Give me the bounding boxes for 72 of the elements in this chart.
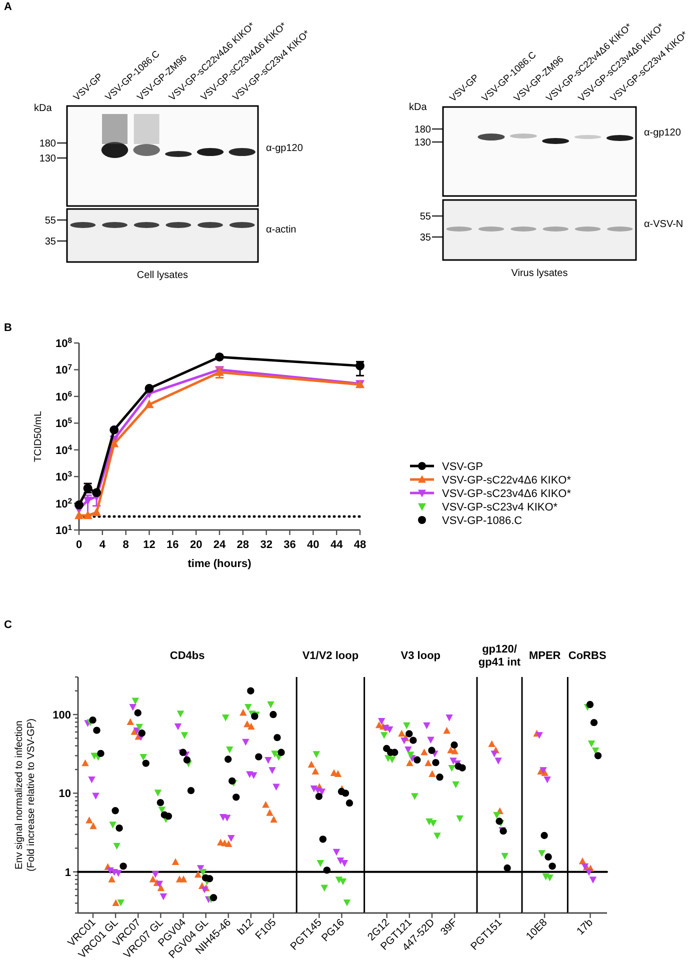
x-tick-label: b12 [235, 916, 256, 938]
text: Virus lysates [511, 268, 568, 279]
y-tick-label: 10$^{6}$ [55, 388, 72, 404]
x-tick-label: 39F [438, 916, 460, 938]
x-tick-label: 8 [122, 539, 129, 551]
y-tick-label: 10$^{4}$ [55, 442, 73, 457]
text: 180 [39, 138, 56, 150]
text: 180 [414, 124, 431, 136]
point [92, 488, 102, 498]
chart-title: CoRBS [568, 650, 606, 662]
point [215, 352, 224, 362]
point [144, 384, 154, 393]
x-axis-title: time (hours) [188, 558, 252, 570]
legend-label: VSV-GP-1086.C [442, 515, 522, 527]
text: 35 [44, 236, 56, 248]
y-tick-label: 1 [64, 866, 71, 879]
point [110, 438, 119, 448]
legend-label: VSV-GP [442, 461, 483, 473]
y-axis-title: Env signal normalized to infection (Fold increase relative to VSV-GP) [14, 718, 37, 872]
x-tick-label: 24 [213, 539, 226, 551]
chart-title: CD4bs [170, 650, 205, 662]
y-tick-label: 10$^{7}$ [55, 362, 72, 377]
chart-title: V1/V2 loop [302, 650, 359, 662]
x-tick-label: 32 [260, 539, 272, 551]
point [356, 361, 364, 370]
text: kDa [34, 103, 52, 114]
chart-title: B [4, 322, 12, 334]
text: Cell lysates [136, 270, 188, 281]
text: α-gp120 [266, 143, 304, 154]
y-tick-label: 10 [58, 788, 71, 800]
x-tick-label: 36 [284, 539, 296, 551]
chart-title: MPER [528, 650, 561, 662]
y-tick-label: 10$^{2}$ [55, 496, 72, 510]
legend-label: VSV-GP-sC23v4Δ6 KIKO* [442, 488, 572, 500]
point [144, 400, 154, 408]
text: α-VSV-N [644, 219, 684, 230]
legend-label: VSV-GP-sC22v4Δ6 KIKO* [442, 474, 572, 486]
legend-label: VSV-GP-sC23v4 KIKO* [442, 502, 558, 514]
point [110, 425, 119, 434]
point [83, 496, 92, 506]
y-tick-label: 10$^{3}$ [55, 469, 72, 484]
y-axis-title: TCID50/mL [33, 410, 44, 462]
text: 130 [39, 154, 56, 164]
x-tick-label: 0 [76, 539, 82, 551]
text: 130 [414, 138, 431, 148]
text: 55 [420, 212, 431, 222]
y-tick-label: 10$^{5}$ [55, 416, 73, 430]
x-tick-label: 44 [330, 539, 344, 551]
y-tick-label: 10$^{8}$ [55, 336, 73, 350]
text: C [4, 619, 12, 631]
text: A [4, 1, 12, 13]
x-tick-label: 16 [166, 539, 179, 551]
point [92, 508, 102, 516]
x-tick-label: 12 [143, 539, 156, 551]
chart-title: gp120/ gp41 int [478, 644, 521, 668]
text: kDa [409, 102, 427, 113]
y-tick-label: 100 [52, 710, 71, 722]
x-tick-label: 28 [236, 539, 250, 551]
x-tick-label: 17b [574, 916, 596, 938]
text: α-actin [266, 224, 296, 236]
text: 55 [44, 216, 56, 226]
x-tick-label: 20 [190, 539, 202, 551]
point [83, 510, 92, 520]
point [74, 500, 84, 510]
text: α-gp120 [644, 128, 681, 138]
text: 35 [420, 232, 431, 244]
x-tick-label: 40 [307, 539, 320, 551]
point [74, 510, 84, 520]
y-tick-label: 10$^{1}$ [55, 522, 73, 537]
x-tick-label: 4 [99, 539, 106, 551]
x-tick-label: 48 [354, 539, 366, 551]
chart-title: V3 loop [400, 650, 441, 662]
